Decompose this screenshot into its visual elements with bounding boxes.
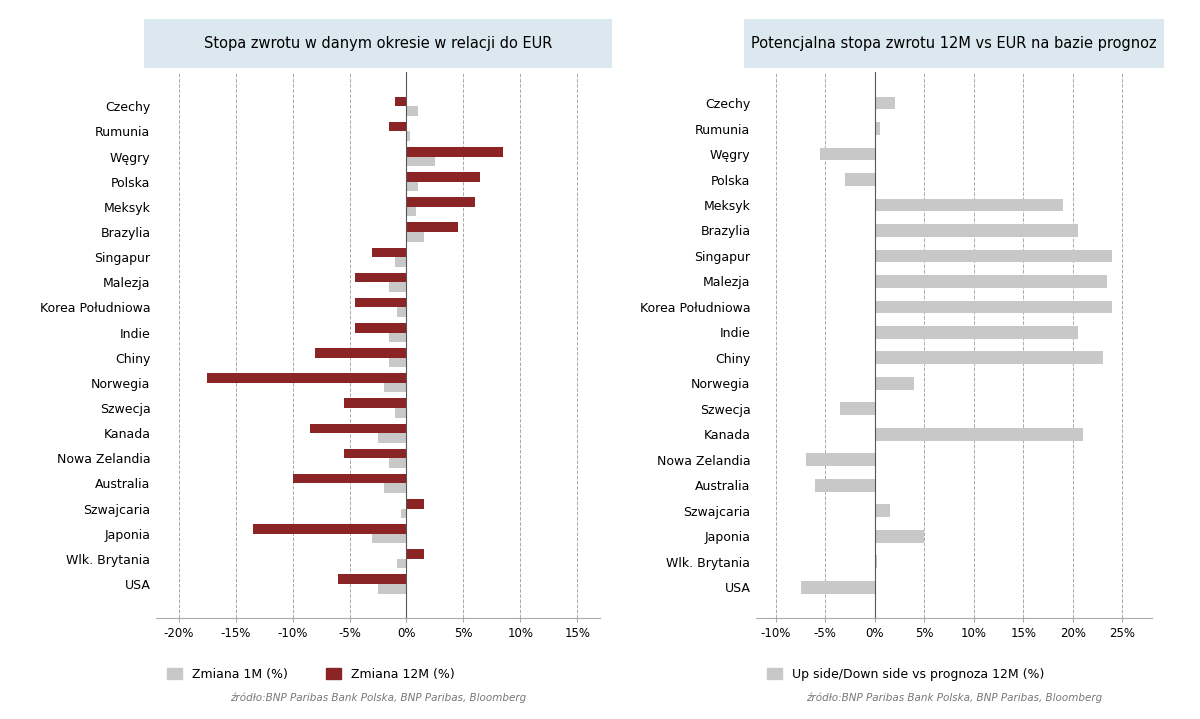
Bar xyxy=(875,122,880,135)
Bar xyxy=(384,483,407,493)
Bar xyxy=(389,122,407,132)
Bar xyxy=(407,207,415,216)
Bar xyxy=(378,433,407,443)
Bar xyxy=(875,530,924,543)
Bar xyxy=(344,449,407,458)
Bar xyxy=(805,454,875,466)
Legend: Zmiana 1M (%), Zmiana 12M (%): Zmiana 1M (%), Zmiana 12M (%) xyxy=(162,663,460,686)
Text: źródło:BNP Paribas Bank Polska, BNP Paribas, Bloomberg: źródło:BNP Paribas Bank Polska, BNP Pari… xyxy=(230,692,526,703)
Bar xyxy=(875,275,1108,288)
Bar xyxy=(875,555,877,568)
Bar xyxy=(875,377,914,390)
Text: źródło:BNP Paribas Bank Polska, BNP Paribas, Bloomberg: źródło:BNP Paribas Bank Polska, BNP Pari… xyxy=(806,692,1102,703)
Bar xyxy=(395,257,407,267)
Bar xyxy=(821,147,875,160)
Bar xyxy=(875,97,894,109)
Bar xyxy=(840,403,875,415)
Bar xyxy=(407,182,418,191)
Bar xyxy=(389,458,407,468)
Bar xyxy=(875,326,1078,339)
Bar xyxy=(401,508,407,518)
Bar xyxy=(816,479,875,492)
Bar xyxy=(875,249,1112,262)
Bar xyxy=(875,428,1082,441)
Bar xyxy=(316,348,407,357)
Bar xyxy=(208,373,407,383)
Bar xyxy=(310,423,407,433)
Bar xyxy=(875,352,1103,365)
Bar xyxy=(407,499,424,508)
Bar xyxy=(407,172,480,182)
Bar xyxy=(389,333,407,342)
Bar xyxy=(395,408,407,418)
Bar xyxy=(253,524,407,533)
Bar xyxy=(875,198,1063,211)
Bar xyxy=(397,559,407,568)
Bar xyxy=(355,298,407,308)
Bar xyxy=(875,301,1112,313)
Bar xyxy=(395,97,407,106)
Bar xyxy=(407,132,410,141)
Bar xyxy=(407,222,457,232)
Bar xyxy=(845,173,875,186)
Bar xyxy=(407,157,434,166)
Bar xyxy=(372,247,407,257)
Bar xyxy=(378,584,407,593)
Bar xyxy=(407,549,424,559)
Bar xyxy=(384,383,407,393)
Text: Potencjalna stopa zwrotu 12M vs EUR na bazie prognoz: Potencjalna stopa zwrotu 12M vs EUR na b… xyxy=(751,37,1157,51)
Legend: Up side/Down side vs prognoza 12M (%): Up side/Down side vs prognoza 12M (%) xyxy=(762,663,1050,686)
Bar xyxy=(875,224,1078,237)
Bar xyxy=(407,232,424,242)
Bar xyxy=(875,504,889,517)
Bar xyxy=(372,533,407,544)
Text: Stopa zwrotu w danym okresie w relacji do EUR: Stopa zwrotu w danym okresie w relacji d… xyxy=(204,37,552,51)
Bar xyxy=(397,308,407,317)
Bar xyxy=(355,273,407,283)
Bar xyxy=(338,574,407,584)
Bar xyxy=(344,398,407,408)
Bar xyxy=(407,106,418,116)
Bar xyxy=(293,474,407,483)
Bar xyxy=(800,581,875,593)
Bar xyxy=(407,147,503,157)
Bar xyxy=(389,283,407,292)
Bar xyxy=(389,357,407,367)
Bar xyxy=(355,323,407,333)
Bar xyxy=(407,197,475,207)
